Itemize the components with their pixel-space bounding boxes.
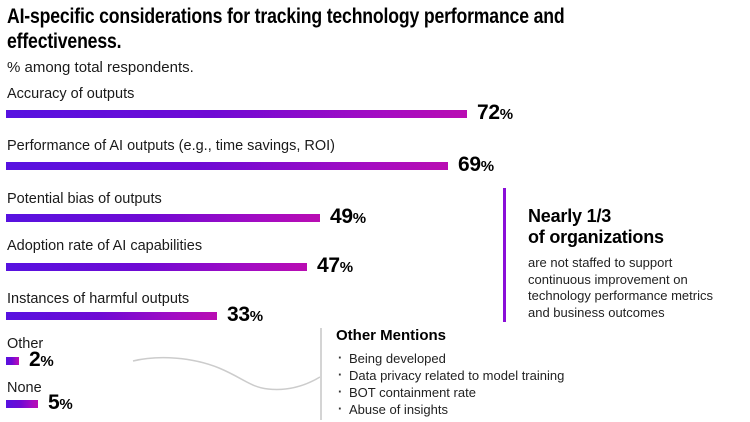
callout: Nearly 1/3 of organizations are not staf…: [528, 206, 728, 321]
callout-heading-line2: of organizations: [528, 227, 664, 247]
bar-value: 72%: [477, 101, 513, 124]
bar-label: Performance of AI outputs (e.g., time sa…: [7, 138, 335, 154]
bar-label: None: [7, 380, 42, 396]
other-mentions-list: Being developedData privacy related to m…: [336, 349, 636, 418]
callout-heading: Nearly 1/3 of organizations: [528, 206, 728, 248]
bar-label: Other: [7, 336, 44, 352]
bar: [6, 162, 448, 170]
other-mention-item: Data privacy related to model training: [336, 366, 636, 384]
bar-value: 2%: [29, 348, 54, 371]
other-mentions-title: Other Mentions: [336, 327, 447, 344]
bar-label: Potential bias of outputs: [7, 191, 162, 207]
other-mention-item: Being developed: [336, 349, 636, 367]
bar: [6, 312, 217, 320]
other-mention-item: BOT containment rate: [336, 383, 636, 401]
bar: [6, 110, 467, 118]
mentions-divider-rule: [320, 328, 322, 420]
bar-label: Accuracy of outputs: [7, 86, 135, 102]
callout-body: are not staffed to support continuous im…: [528, 255, 713, 320]
bar-label: Instances of harmful outputs: [7, 291, 190, 307]
callout-heading-line1: Nearly 1/3: [528, 206, 612, 226]
bar-value: 69%: [458, 153, 494, 176]
other-mentions-panel: Other Mentions Being developedData priva…: [336, 327, 636, 418]
other-mention-item: Abuse of insights: [336, 400, 636, 418]
bar-value: 49%: [330, 205, 366, 228]
bar-label: Adoption rate of AI capabilities: [7, 238, 203, 254]
chart-subtitle: % among total respondents.: [7, 59, 194, 76]
bar: [6, 214, 320, 222]
bar-value: 33%: [227, 303, 263, 326]
page-title: AI-specific considerations for tracking …: [7, 5, 565, 53]
bar: [6, 357, 19, 365]
bar-value: 5%: [48, 391, 73, 414]
bar: [6, 400, 38, 408]
callout-accent-rule: [503, 188, 506, 322]
bar-value: 47%: [317, 254, 353, 277]
bar: [6, 263, 307, 271]
